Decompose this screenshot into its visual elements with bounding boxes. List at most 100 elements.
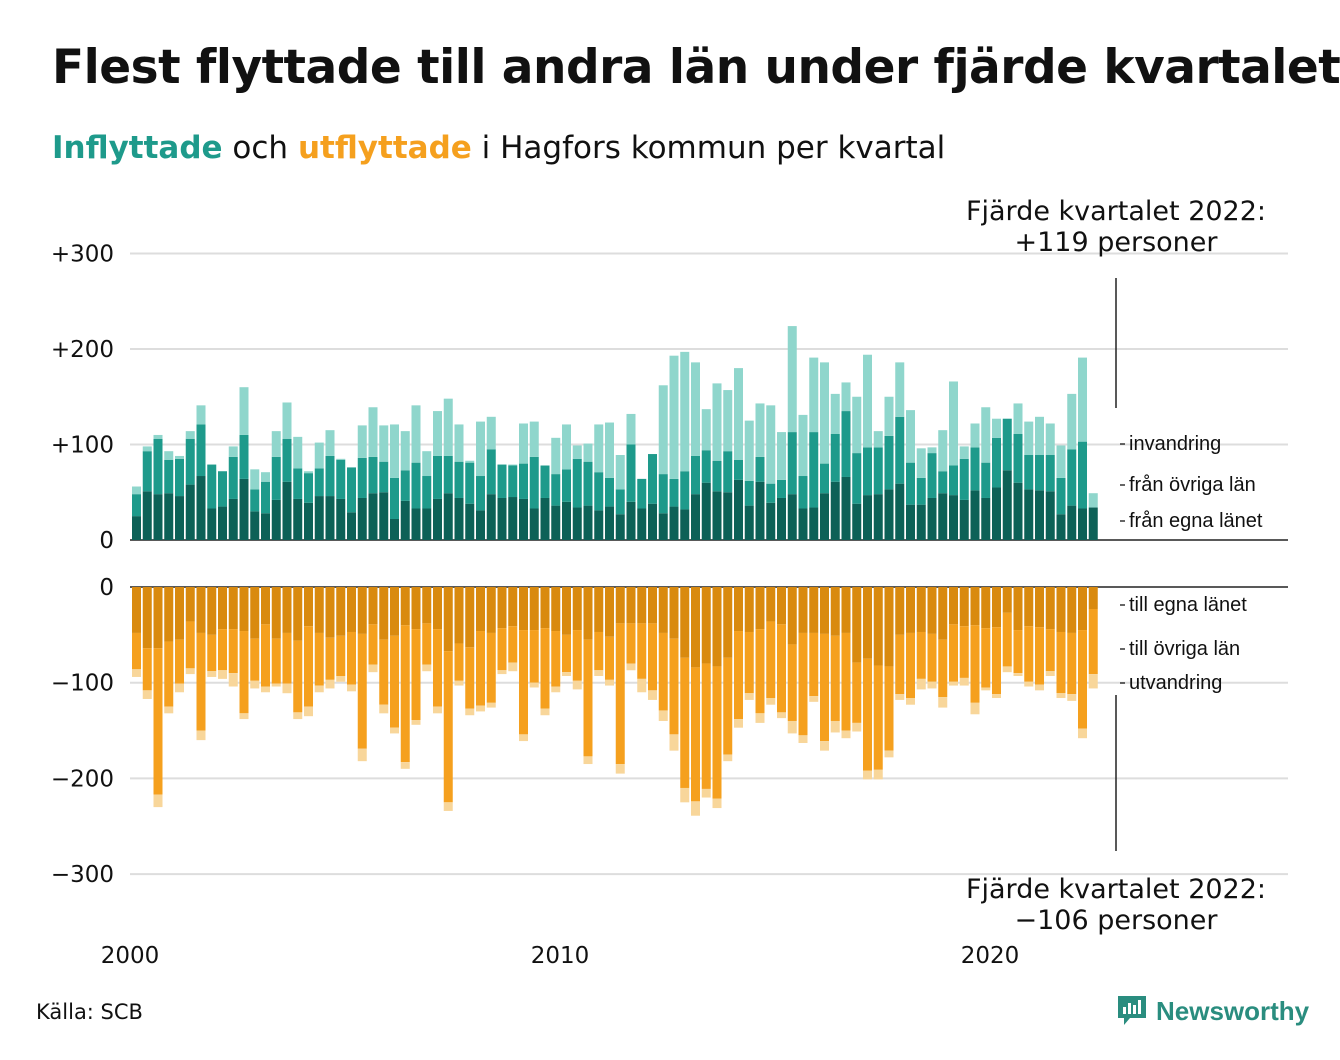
bar-out-ovriga [906, 632, 915, 699]
bar-out-utvandring [336, 676, 346, 682]
bar-in-invandring [583, 443, 593, 462]
subtitle-inflyttade: Inflyttade [52, 130, 223, 166]
bar-in-egna [1067, 505, 1077, 540]
bar-out-utvandring [390, 727, 399, 734]
bar-out-utvandring [540, 708, 550, 716]
bar-in-egna [863, 495, 872, 540]
bar-in-ovriga [669, 478, 679, 507]
bar-in-egna [486, 494, 496, 540]
bar-in-ovriga [906, 462, 915, 505]
bar-out-egna [992, 587, 1001, 628]
bar-out-ovriga [443, 651, 453, 803]
bar-in-egna [572, 507, 582, 540]
bar-out-egna [701, 587, 711, 664]
bar-out-egna [422, 587, 432, 624]
bar-in-egna [390, 518, 399, 540]
bar-out-utvandring [766, 698, 776, 705]
bar-in-invandring [927, 447, 937, 454]
bar-out-ovriga [809, 632, 819, 697]
bar-in-invandring [669, 355, 679, 479]
bar-in-ovriga [368, 456, 378, 494]
bar-in-invandring [626, 413, 636, 445]
bar-out-utvandring [304, 706, 313, 717]
bar-in-invandring [1045, 423, 1055, 456]
bar-out-ovriga [766, 621, 776, 699]
bar-out-ovriga [142, 648, 152, 691]
chart-canvas: +300 +200 +100 0 0 −100 −200 −300 2000 2010 2020 i… [51, 196, 1288, 969]
bar-in-ovriga [314, 468, 324, 497]
bar-out-ovriga [196, 632, 206, 731]
bar-out-ovriga [583, 639, 593, 757]
bar-out-egna [1013, 587, 1023, 631]
bar-out-utvandring [218, 670, 227, 679]
bar-in-invandring [658, 385, 668, 475]
bar-out-egna [336, 587, 346, 636]
bar-in-egna [626, 501, 636, 540]
bar-out-ovriga [1002, 612, 1012, 667]
legend-label-top: från egna länet [1129, 510, 1263, 532]
bar-in-invandring [379, 425, 389, 462]
bar-in-ovriga [1002, 418, 1012, 471]
bar-in-invandring [1056, 445, 1066, 478]
bar-out-utvandring [970, 702, 980, 715]
bar-in-ovriga [228, 456, 238, 499]
bar-in-egna [411, 508, 421, 540]
bar-out-egna [508, 587, 518, 627]
bar-in-ovriga [658, 474, 668, 514]
bar-out-egna [895, 587, 905, 635]
bar-in-egna [164, 493, 174, 540]
bar-out-ovriga [777, 624, 786, 713]
bar-in-ovriga [400, 470, 410, 501]
bar-in-ovriga [1067, 449, 1077, 506]
bar-out-ovriga [992, 627, 1001, 695]
bar-out-egna [476, 587, 485, 632]
bar-in-egna [787, 494, 797, 540]
bar-in-ovriga [970, 447, 980, 491]
bar-out-egna [142, 587, 152, 649]
bar-in-egna [1035, 490, 1044, 540]
bar-out-utvandring [873, 769, 883, 780]
bar-out-utvandring [1045, 671, 1055, 677]
bar-out-utvandring [583, 756, 593, 765]
bar-out-utvandring [1056, 693, 1066, 699]
bar-in-ovriga [207, 464, 217, 509]
bar-out-utvandring [723, 754, 733, 762]
subtitle-connector: och [222, 130, 298, 166]
source-note: Källa: SCB [36, 1000, 143, 1024]
bar-in-invandring [454, 424, 464, 462]
bar-out-utvandring [712, 798, 722, 809]
bar-in-ovriga [164, 459, 174, 494]
bar-out-egna [830, 587, 840, 636]
bar-in-invandring [368, 407, 378, 457]
bar-in-invandring [314, 442, 324, 469]
bar-in-ovriga [830, 433, 840, 482]
bar-in-ovriga [486, 449, 496, 495]
bar-out-egna [744, 587, 754, 632]
bar-in-invandring [1078, 357, 1087, 442]
bar-in-egna [443, 493, 453, 540]
bar-in-egna [906, 504, 915, 540]
bar-out-egna [228, 587, 238, 630]
bar-in-egna [529, 508, 539, 540]
bar-in-egna [1013, 482, 1023, 540]
bar-in-invandring [895, 362, 905, 417]
bar-in-invandring [325, 430, 335, 456]
bar-out-egna [583, 587, 593, 640]
bar-in-invandring [949, 381, 958, 466]
bar-in-invandring [304, 471, 313, 474]
bar-in-egna [250, 511, 260, 540]
bar-out-egna [615, 587, 625, 624]
bar-out-egna [465, 587, 475, 648]
bar-out-utvandring [992, 694, 1001, 699]
bar-out-ovriga [648, 623, 657, 691]
bar-out-utvandring [519, 734, 528, 742]
bar-in-ovriga [185, 438, 195, 485]
bar-out-ovriga [314, 632, 324, 686]
series-legend: invandring från övriga län från egna länet… [1120, 433, 1263, 694]
bar-in-invandring [336, 458, 346, 460]
bar-out-egna [250, 587, 260, 639]
bar-in-invandring [433, 411, 442, 456]
bar-in-egna [916, 504, 926, 540]
bar-out-ovriga [411, 629, 421, 721]
bar-in-egna [820, 493, 829, 540]
